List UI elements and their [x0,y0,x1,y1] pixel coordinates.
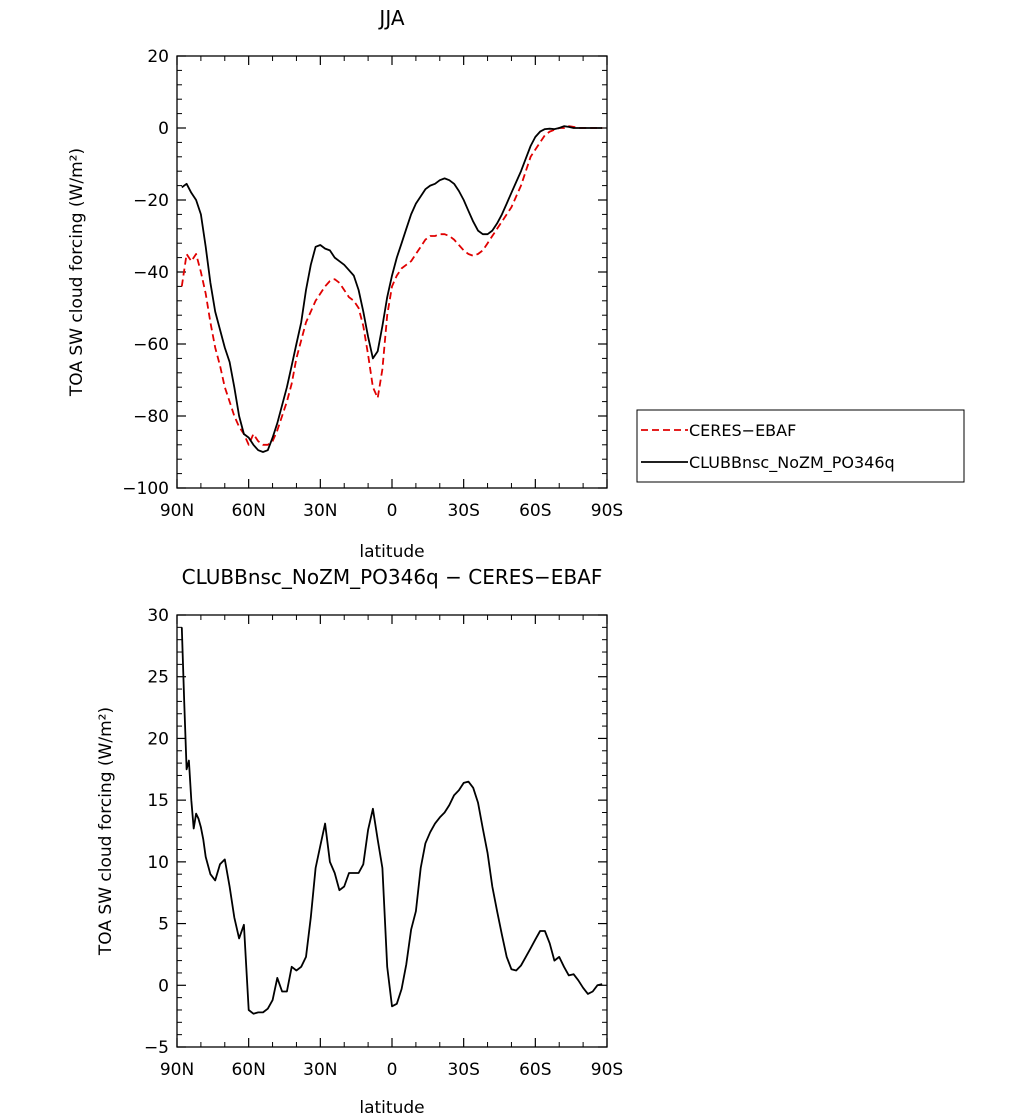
x-tick-label: 30S [447,501,479,521]
y-tick-label: 0 [158,976,169,996]
y-axis-ticks: 20 0 −20 −40 −60 −80 −100 [122,47,607,499]
x-tick-label: 60N [231,501,265,521]
y-tick-label: −40 [133,263,169,283]
plot-frame [176,614,608,1048]
x-axis-ticks: 90N 60N 30N 0 30S 60S 90S [160,56,623,521]
y-tick-label: 20 [147,47,169,67]
legend-label-ceres: CERES−EBAF [689,421,796,440]
y-tick-label: −20 [133,191,169,211]
y-axis-label: TOA SW cloud forcing (W/m²) [96,707,116,956]
legend-box [636,409,965,483]
x-tick-label: 30N [303,1060,337,1080]
x-axis-ticks: 90N 60N 30N 0 30S 60S 90S [160,615,623,1080]
x-tick-label: 90S [591,501,623,521]
x-tick-label: 90S [591,1060,623,1080]
y-tick-label: 15 [147,791,169,811]
series-line-difference [180,627,603,1015]
x-tick-label: 60N [231,1060,265,1080]
x-tick-label: 0 [387,1060,398,1080]
y-tick-label: 10 [147,853,169,873]
y-tick-label: 0 [158,119,169,139]
legend: CERES−EBAF CLUBBnsc_NoZM_PO346q [636,409,965,483]
y-tick-label: −60 [133,335,169,355]
x-tick-label: 90N [160,1060,194,1080]
x-tick-label: 30S [447,1060,479,1080]
x-tick-label: 30N [303,501,337,521]
legend-label-clubb: CLUBBnsc_NoZM_PO346q [689,453,895,473]
y-tick-label: 25 [147,668,169,688]
y-tick-label: 20 [147,729,169,749]
y-tick-label: −80 [133,407,169,427]
data-series [180,627,603,1015]
y-axis-label: TOA SW cloud forcing (W/m²) [67,148,87,397]
chart-title: CLUBBnsc_NoZM_PO346q − CERES−EBAF [182,565,603,589]
bottom-chart: CLUBBnsc_NoZM_PO346q − CERES−EBAF 30 25 20… [96,565,623,1118]
y-tick-label: −5 [144,1038,169,1058]
x-axis-label: latitude [359,1098,424,1118]
y-tick-label: 5 [158,915,169,935]
top-chart: JJA 20 0 −20 −40 −60 −80 −100 90N 60N 30N 0 30S 60S… [67,6,965,562]
data-series [180,125,603,453]
series-line-ceres-ebaf [180,125,603,446]
y-tick-label: −100 [122,479,169,499]
x-tick-label: 60S [519,501,551,521]
x-tick-label: 0 [387,501,398,521]
x-tick-label: 60S [519,1060,551,1080]
series-line-clubbnsc-nozm-po346q [181,125,603,453]
x-axis-label: latitude [359,542,424,562]
chart-title: JJA [377,6,404,30]
x-tick-label: 90N [160,501,194,521]
y-tick-label: 30 [147,606,169,626]
y-axis-ticks: 30 25 20 15 10 5 0 −5 [144,606,607,1058]
